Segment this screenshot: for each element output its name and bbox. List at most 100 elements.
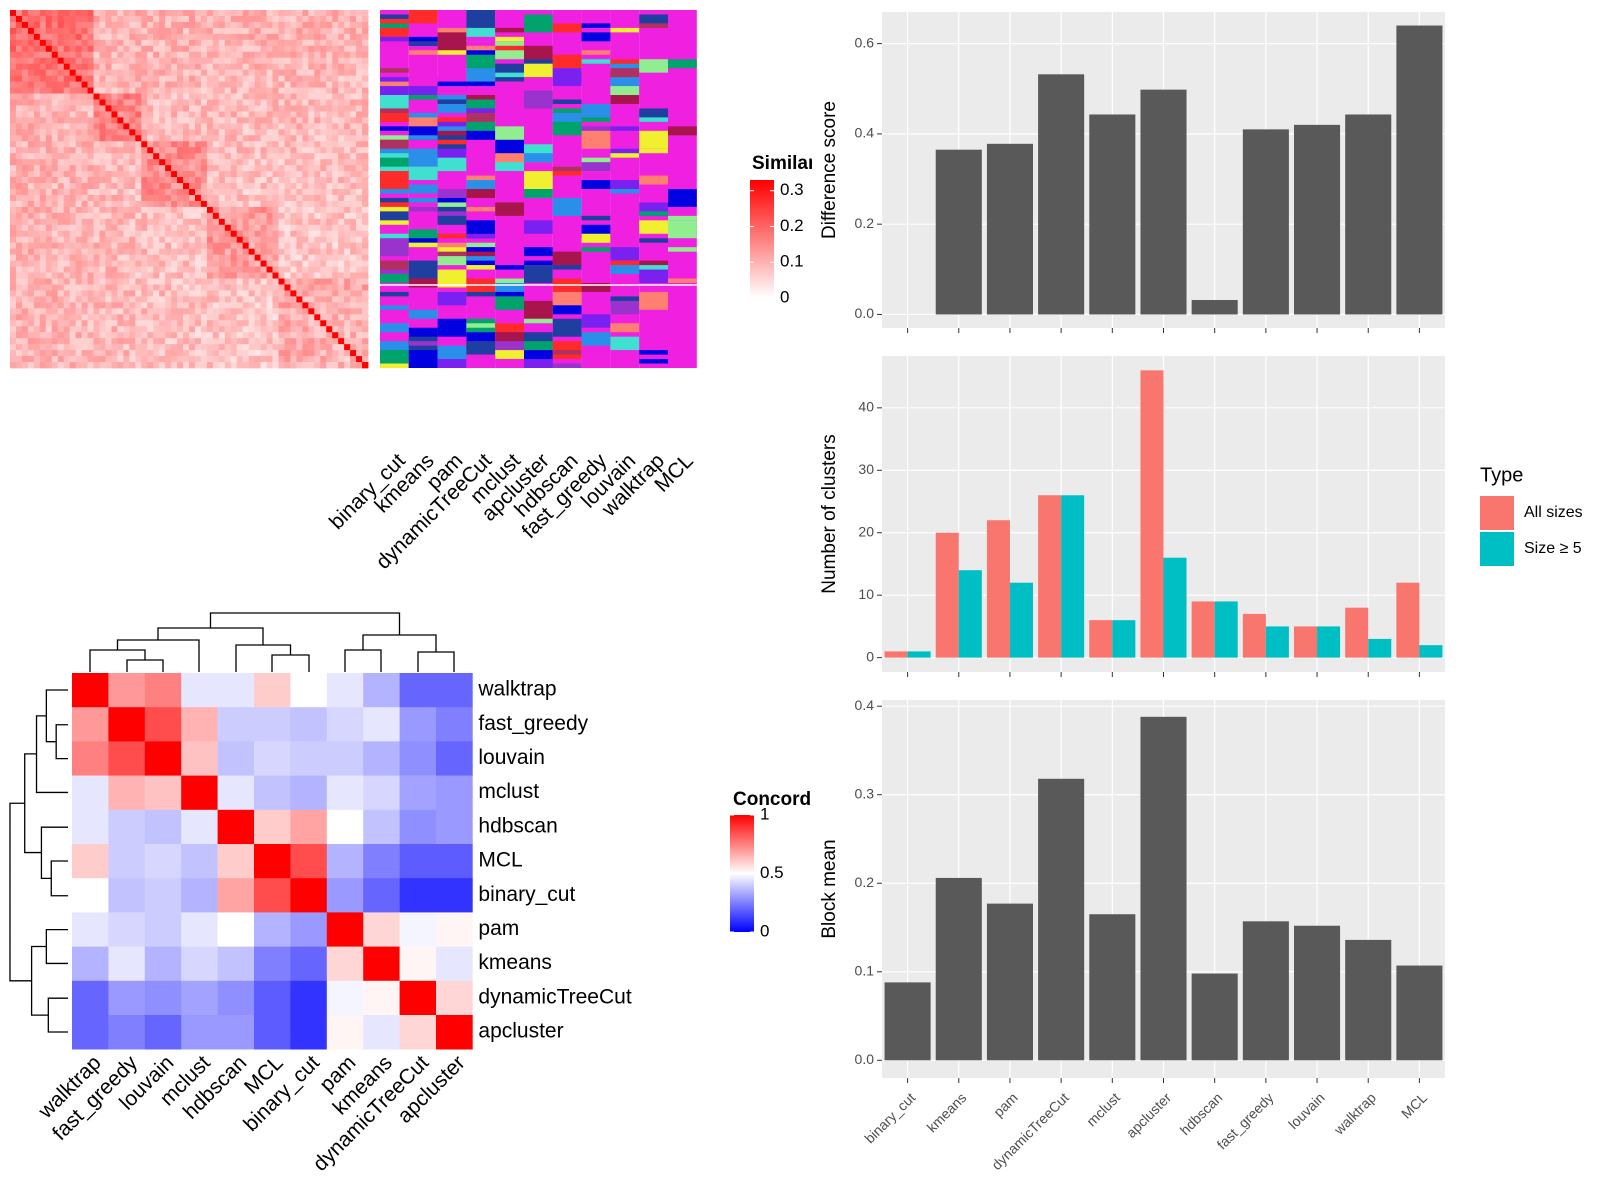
heatmap-texture: [10, 171, 17, 178]
heatmap-texture: [350, 278, 357, 285]
heatmap-texture: [159, 218, 166, 226]
heatmap-texture: [21, 51, 29, 59]
heatmap-texture: [39, 189, 47, 196]
heatmap-cell: [217, 741, 255, 776]
heatmap-texture: [93, 189, 100, 196]
heatmap-texture: [87, 338, 94, 345]
legend-title: Similarity: [752, 153, 838, 174]
heatmap-texture: [147, 344, 154, 351]
heatmap-texture: [266, 183, 273, 190]
heatmap-texture: [129, 33, 136, 41]
heatmap-texture: [10, 27, 17, 35]
heatmap-texture: [129, 194, 136, 202]
cluster-stripe: [639, 238, 668, 243]
heatmap-texture: [111, 308, 118, 315]
heatmap-texture: [99, 284, 106, 291]
heatmap-texture: [141, 21, 148, 29]
heatmap-texture: [81, 153, 88, 160]
heatmap-texture: [296, 69, 303, 77]
heatmap-texture: [242, 356, 250, 363]
heatmap-texture: [81, 45, 88, 53]
heatmap-texture: [230, 105, 238, 112]
heatmap-texture: [212, 236, 220, 244]
y-tick-label: 20: [858, 523, 874, 539]
cluster-stripe: [524, 359, 553, 368]
heatmap-texture: [206, 129, 214, 136]
heatmap-texture: [266, 212, 273, 220]
heatmap-texture: [51, 153, 59, 160]
heatmap-texture: [69, 147, 77, 154]
heatmap-texture: [284, 10, 291, 17]
heatmap-texture: [362, 129, 369, 136]
heatmap-texture: [200, 129, 208, 136]
heatmap-texture: [99, 320, 106, 327]
heatmap-texture: [314, 99, 321, 106]
heatmap-texture: [87, 189, 94, 196]
heatmap-texture: [10, 153, 17, 160]
heatmap-texture: [272, 344, 279, 351]
heatmap-texture: [200, 338, 208, 345]
heatmap-texture: [290, 45, 297, 53]
heatmap-texture: [81, 194, 88, 202]
heatmap-texture: [242, 260, 250, 267]
heatmap-texture: [344, 272, 351, 279]
heatmap-texture: [254, 224, 261, 232]
heatmap-texture: [39, 33, 47, 41]
heatmap-texture: [75, 45, 82, 53]
cluster-stripe: [610, 300, 640, 315]
heatmap-texture: [177, 230, 184, 238]
heatmap-texture: [332, 111, 339, 118]
heatmap-texture: [10, 314, 17, 321]
heatmap-texture: [284, 159, 291, 166]
heatmap-texture: [308, 93, 315, 100]
heatmap-texture: [135, 326, 142, 333]
heatmap-texture: [99, 248, 106, 256]
heatmap-texture: [141, 248, 148, 256]
heatmap-texture: [260, 27, 267, 35]
heatmap-texture: [177, 135, 184, 142]
heatmap-texture: [218, 266, 226, 273]
heatmap-texture: [129, 87, 136, 94]
heatmap-texture: [93, 230, 100, 238]
heatmap-texture: [200, 81, 208, 88]
heatmap-texture: [27, 338, 35, 345]
heatmap-texture: [254, 200, 261, 208]
heatmap-texture: [194, 69, 202, 77]
heatmap-texture: [278, 75, 285, 82]
heatmap-texture: [260, 320, 267, 327]
heatmap-texture: [51, 272, 59, 279]
heatmap-texture: [69, 230, 77, 238]
heatmap-texture: [27, 21, 35, 29]
heatmap-texture: [165, 129, 172, 136]
heatmap-texture: [332, 15, 339, 23]
heatmap-texture: [236, 153, 244, 160]
heatmap-cell: [436, 809, 473, 845]
cluster-stripe: [639, 117, 668, 122]
heatmap-texture: [33, 111, 41, 118]
heatmap-texture: [177, 326, 184, 333]
heatmap-texture: [296, 248, 303, 256]
heatmap-texture: [218, 362, 226, 369]
cluster-stripe: [408, 238, 438, 243]
heatmap-texture: [171, 177, 178, 184]
heatmap-texture: [93, 302, 100, 309]
heatmap-texture: [254, 51, 261, 59]
heatmap-texture: [320, 302, 327, 309]
heatmap-texture: [212, 230, 220, 238]
heatmap-texture: [135, 206, 142, 214]
heatmap-texture: [10, 296, 17, 303]
heatmap-texture: [27, 93, 35, 100]
heatmap-cell: [290, 741, 328, 776]
heatmap-texture: [284, 123, 291, 130]
heatmap-texture: [33, 272, 41, 279]
heatmap-cell: [217, 844, 255, 879]
heatmap-texture: [21, 21, 29, 29]
heatmap-texture: [224, 278, 232, 285]
heatmap-texture: [27, 15, 35, 23]
heatmap-texture: [278, 93, 285, 100]
heatmap-texture: [242, 21, 250, 29]
heatmap-texture: [21, 105, 29, 112]
heatmap-texture: [296, 296, 303, 303]
heatmap-texture: [105, 266, 112, 273]
heatmap-texture: [356, 218, 363, 226]
